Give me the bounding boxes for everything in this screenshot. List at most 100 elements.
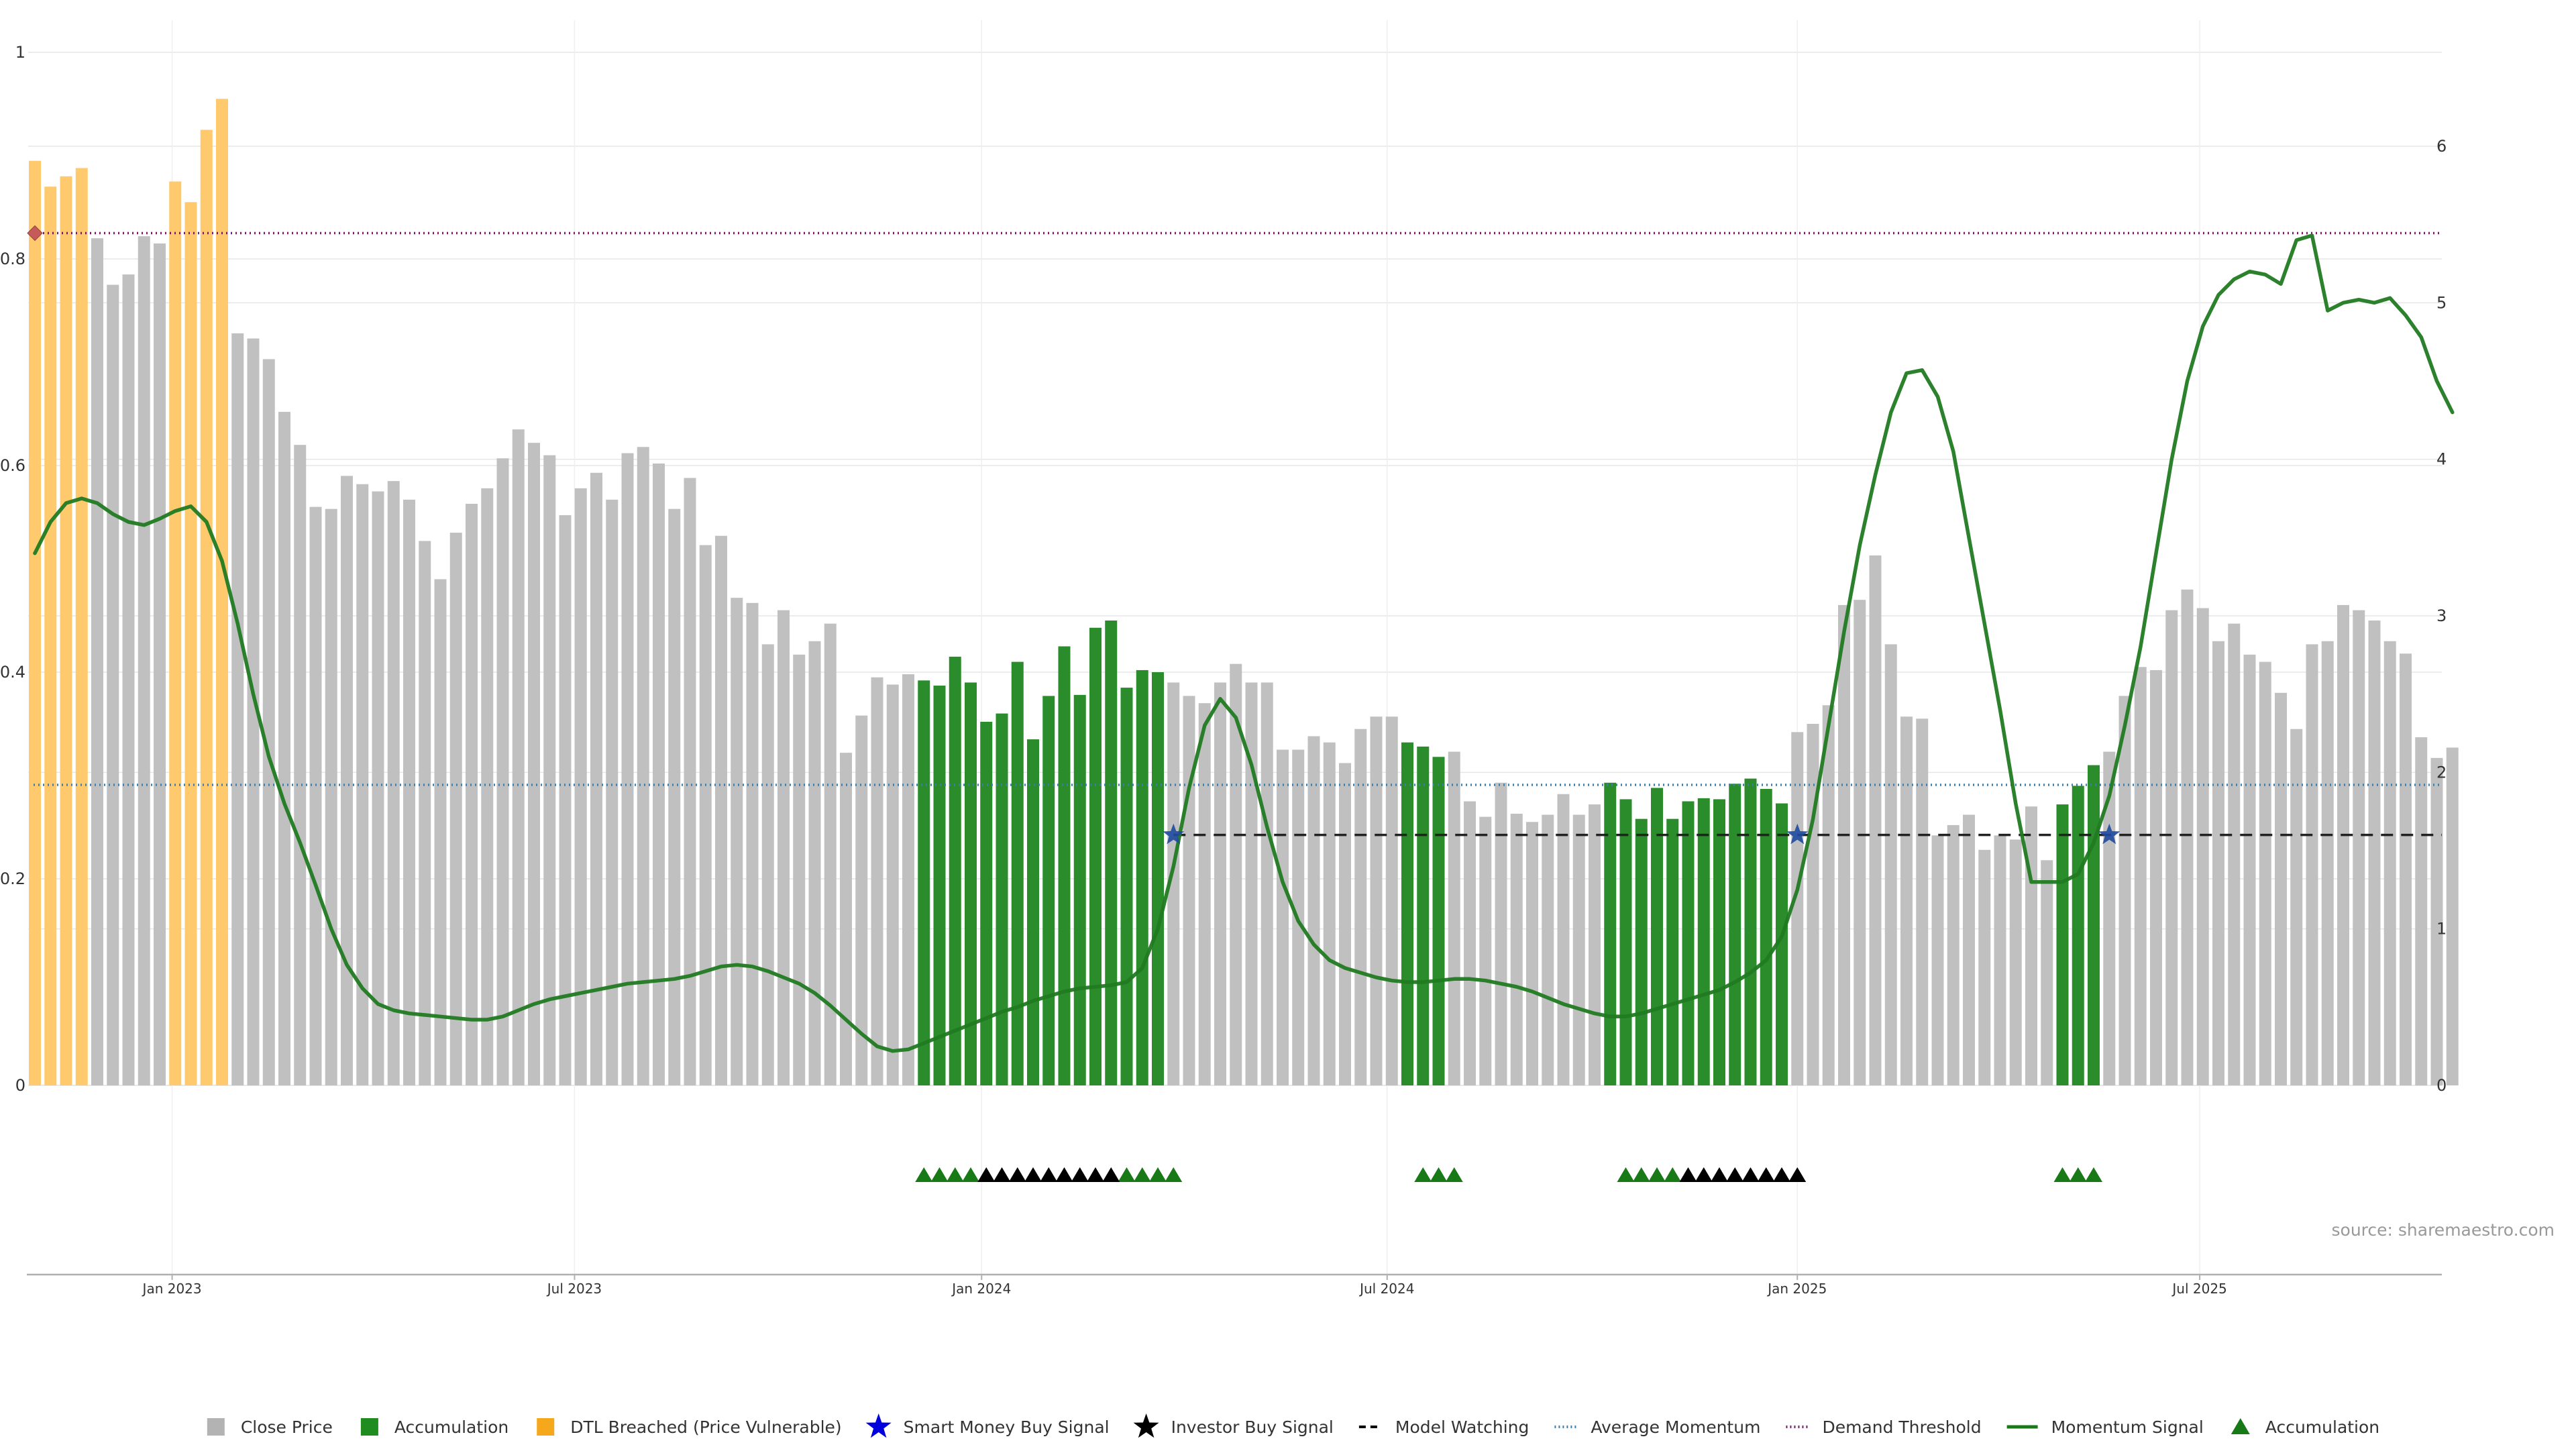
accumulation-triangle-marker [1617, 1167, 1635, 1182]
close-price-bar [419, 541, 431, 1085]
momentum-signal-line [33, 233, 2455, 1053]
close-price-bar [2368, 621, 2381, 1085]
close-price-bar [107, 284, 119, 1085]
close-price-bar [434, 579, 447, 1085]
investor-buy-triangle-marker [1055, 1167, 1073, 1182]
x-axis-tick-label: Jan 2023 [142, 1281, 202, 1297]
dtl-breached-bar [75, 168, 88, 1086]
close-price-bar [1464, 801, 1476, 1085]
accumulation-bar [1152, 672, 1164, 1085]
investor-buy-triangle-marker [1695, 1167, 1713, 1182]
close-price-bar [2228, 623, 2241, 1085]
momentum-signal-path [33, 233, 2455, 1053]
legend-label: Demand Threshold [1822, 1417, 1981, 1437]
dtl-breached-bar [60, 176, 72, 1085]
close-price-bar [2181, 589, 2194, 1085]
accumulation-bar [949, 656, 961, 1085]
legend-square-icon [537, 1418, 555, 1436]
close-price-bar [2025, 806, 2037, 1085]
close-price-bar [1900, 716, 1913, 1085]
x-axis-tick-label: Jan 2025 [1766, 1281, 1827, 1297]
accumulation-triangle-marker [1664, 1167, 1682, 1182]
right-axis-tick-label: 0 [2436, 1076, 2447, 1095]
price-bars [29, 99, 2459, 1086]
accumulation-bar [1401, 742, 1413, 1085]
close-price-bar [2430, 757, 2443, 1085]
accumulation-bar [1776, 803, 1788, 1085]
accumulation-bar [1136, 669, 1148, 1085]
close-price-bar [2165, 610, 2178, 1085]
legend-label: Model Watching [1395, 1417, 1529, 1437]
accumulation-bar [1120, 688, 1133, 1085]
investor-buy-triangle-marker [1757, 1167, 1775, 1182]
dtl-breached-bar [169, 181, 182, 1085]
close-price-bar [1869, 555, 1882, 1085]
dtl-breached-bar [44, 186, 57, 1086]
accumulation-bar [1073, 694, 1086, 1085]
close-price-bar [2009, 839, 2022, 1085]
close-price-bar [1495, 782, 1507, 1085]
close-price-bar [1557, 794, 1570, 1085]
legend-label: Close Price [241, 1417, 333, 1437]
close-price-bar [1339, 763, 1351, 1085]
close-price-bar [1479, 816, 1492, 1085]
accumulation-bar [1604, 782, 1617, 1085]
accumulation-triangle-marker [915, 1167, 933, 1182]
close-price-bar [466, 503, 478, 1085]
right-axis-tick-label: 5 [2436, 293, 2447, 312]
close-price-bar [1572, 814, 1585, 1085]
close-price-bar [1994, 835, 2006, 1085]
accumulation-bar [2088, 765, 2100, 1085]
accumulation-bar [1027, 739, 1039, 1085]
accumulation-bar [1697, 798, 1710, 1085]
accumulation-bar [1760, 789, 1772, 1085]
close-price-bar [1947, 824, 1960, 1085]
legend-item: Investor Buy Signal [1133, 1413, 1334, 1438]
close-price-bar [496, 458, 509, 1085]
close-price-bar [512, 429, 525, 1085]
close-price-bar [325, 508, 337, 1085]
close-price-bar [1354, 729, 1367, 1085]
investor-buy-triangle-marker [1788, 1167, 1807, 1182]
accumulation-bar [1619, 799, 1632, 1085]
investor-buy-triangle-marker [1024, 1167, 1042, 1182]
close-price-bar [2196, 608, 2209, 1085]
close-price-bar [1931, 835, 1944, 1085]
accumulation-bar [965, 682, 977, 1085]
close-price-bar [2150, 669, 2162, 1085]
smart-money-buy-star [2098, 823, 2121, 845]
close-price-bar [372, 491, 384, 1085]
close-price-bar [262, 359, 275, 1085]
close-price-bar [1448, 751, 1460, 1085]
close-price-bar [715, 535, 727, 1085]
smart-money-buy-star [1163, 823, 1185, 845]
dtl-breached-bar [184, 202, 197, 1085]
close-price-bar [2134, 667, 2147, 1085]
accumulation-triangle-marker [1149, 1167, 1167, 1182]
investor-buy-triangle-marker [1040, 1167, 1058, 1182]
accumulation-triangle-marker [1445, 1167, 1463, 1182]
accumulation-triangle-marker [1133, 1167, 1151, 1182]
close-price-bar [2118, 696, 2131, 1085]
accumulation-bar [1682, 801, 1695, 1085]
close-price-bar [840, 753, 852, 1085]
investor-buy-triangle-marker [1711, 1167, 1728, 1182]
accumulation-triangle-marker [930, 1167, 949, 1182]
close-price-bar [793, 654, 806, 1085]
close-price-bar [1260, 682, 1273, 1085]
close-price-bar [1542, 814, 1554, 1085]
close-price-bar [1807, 724, 1819, 1085]
close-price-bar [606, 499, 619, 1085]
close-price-bar [621, 453, 634, 1085]
accumulation-bar [2056, 804, 2069, 1085]
accumulation-bar [980, 721, 993, 1085]
investor-buy-triangle-marker [1773, 1167, 1790, 1182]
left-axis-tick-label: 0 [15, 1076, 25, 1095]
accumulation-triangle-marker [946, 1167, 964, 1182]
close-price-bar [684, 478, 696, 1085]
close-price-bar [1214, 682, 1226, 1085]
investor-buy-triangle-marker [993, 1167, 1011, 1182]
close-price-bar [1370, 716, 1383, 1085]
close-price-bar [1510, 813, 1523, 1085]
close-price-bar [1589, 804, 1601, 1085]
